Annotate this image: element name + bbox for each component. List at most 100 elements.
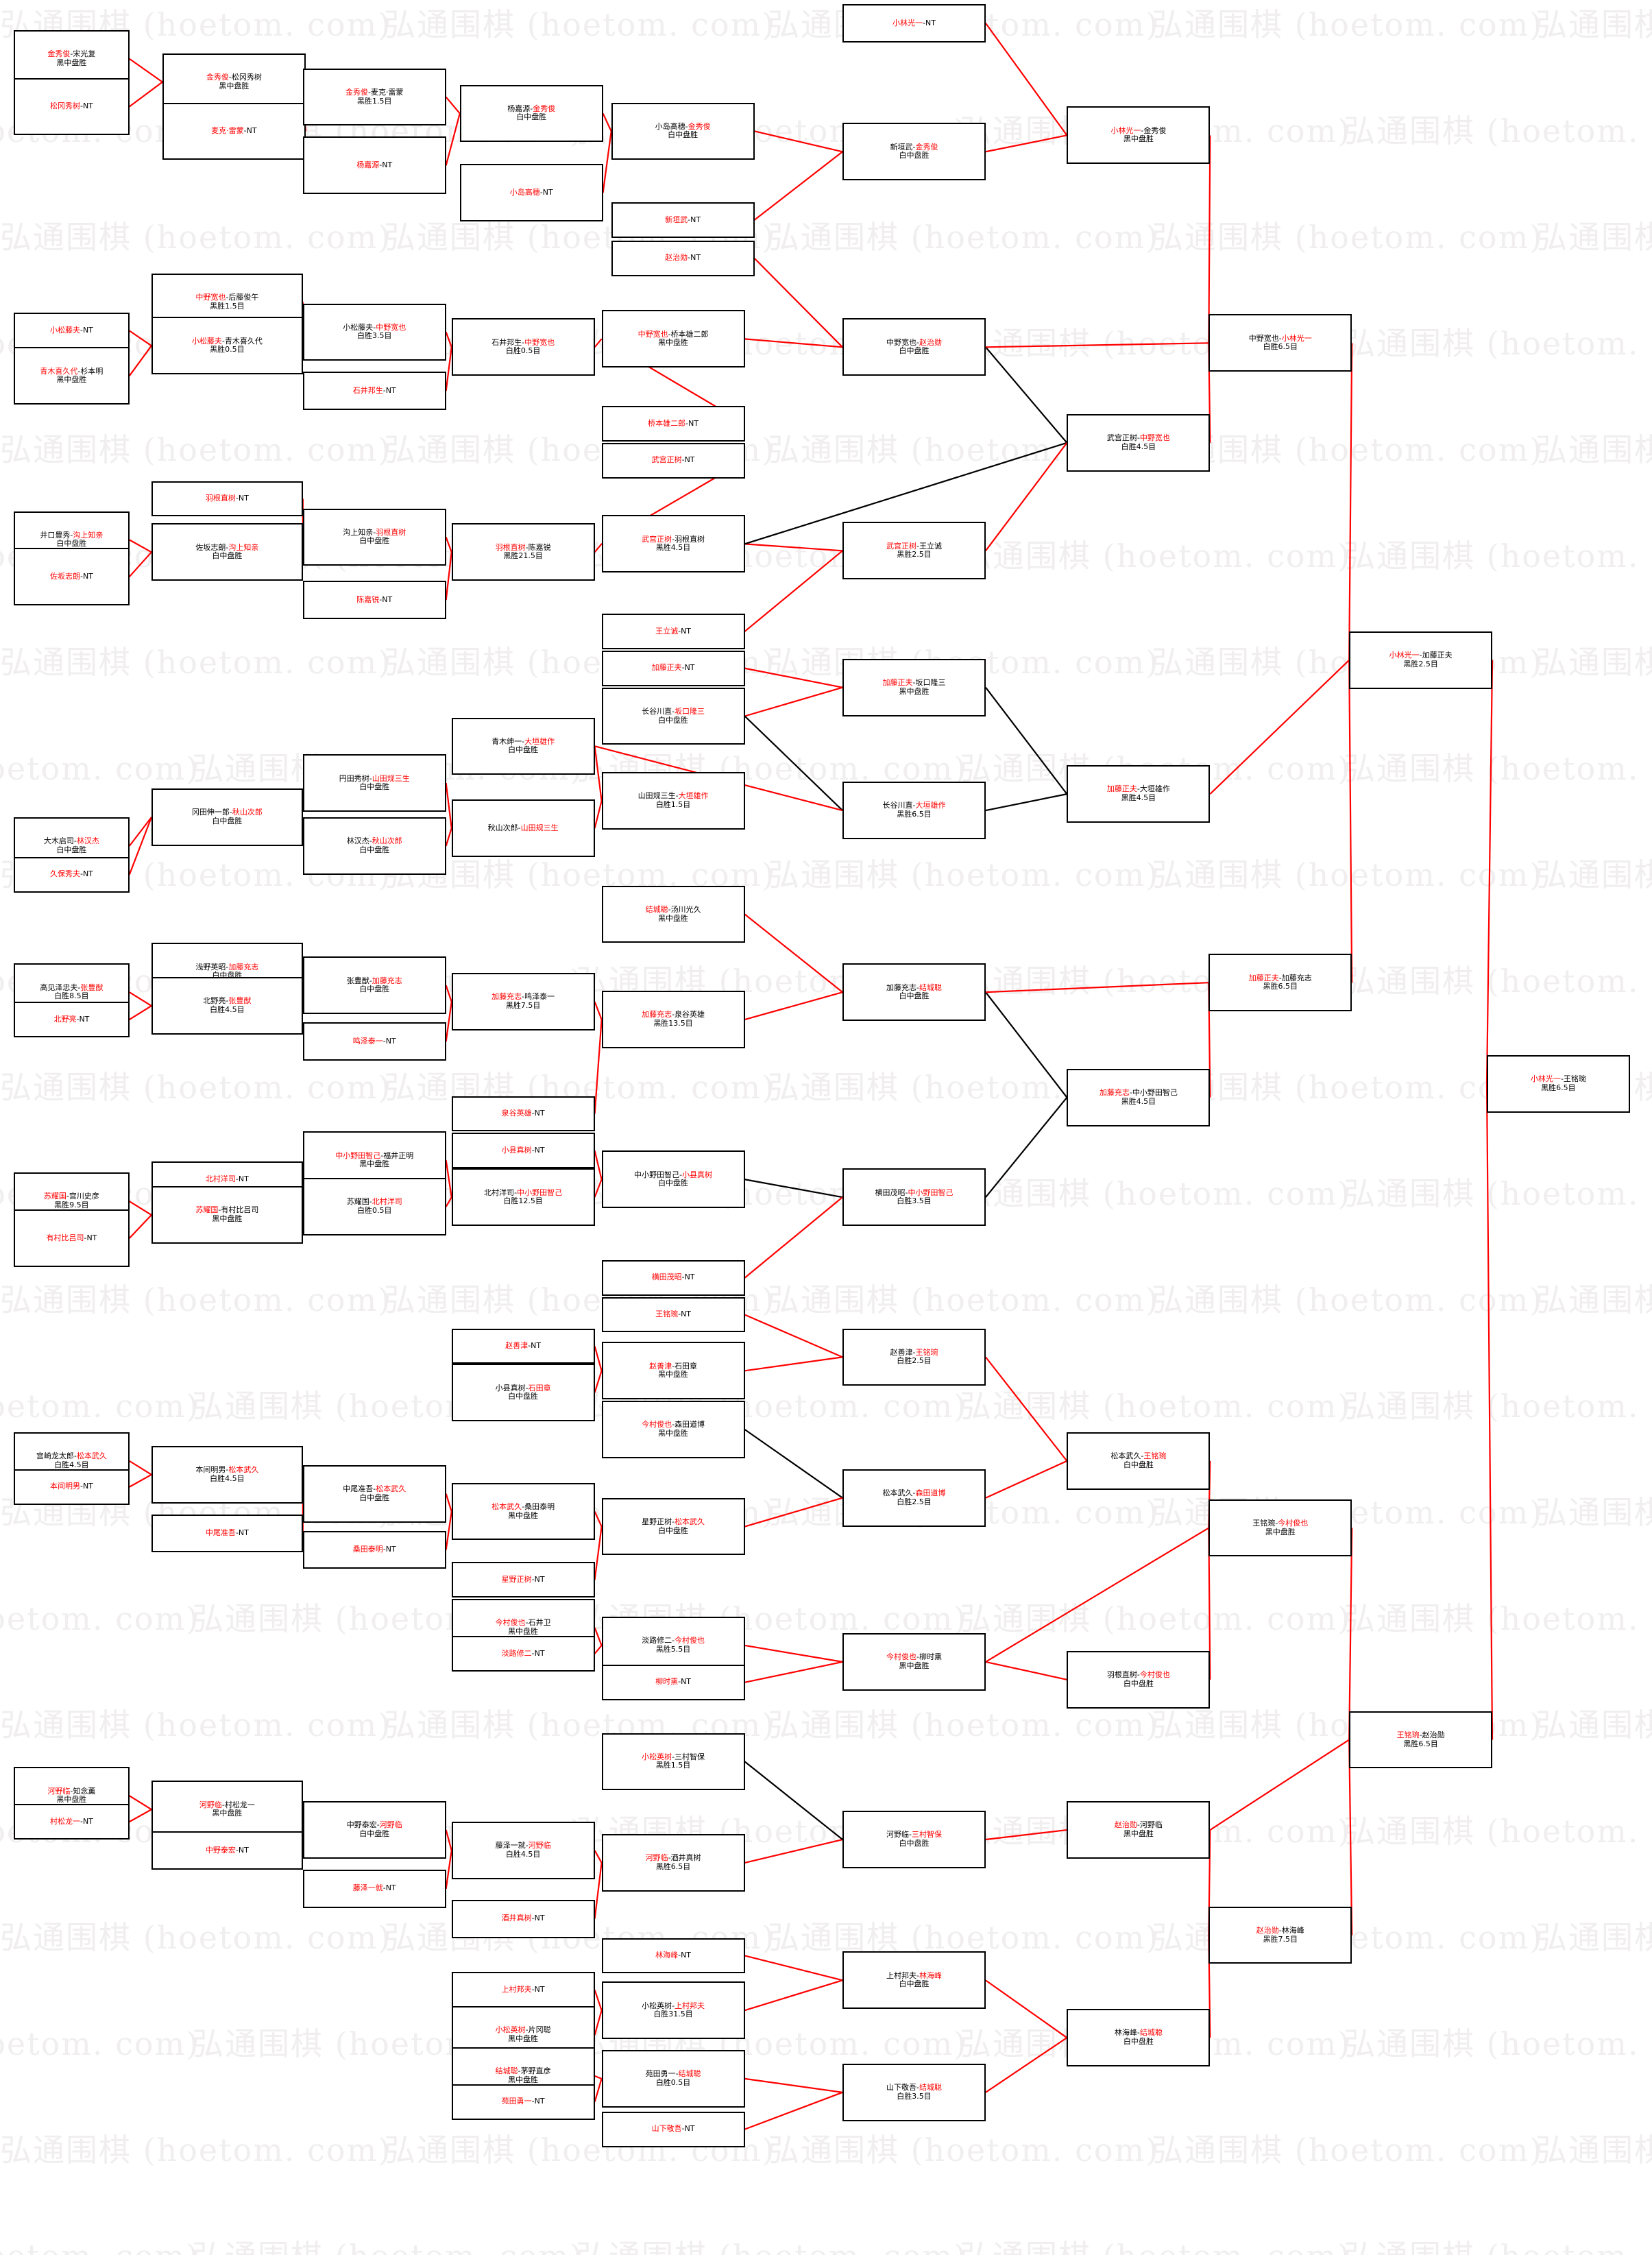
match-node[interactable]: 金秀俊-麦克·雷蒙 黑胜1.5目 bbox=[302, 68, 446, 126]
match-node[interactable]: 苑田勇一-结城聪 白胜0.5目 bbox=[601, 2050, 745, 2108]
match-node[interactable]: 小县真树-石田章 白中盘胜 bbox=[451, 1364, 595, 1422]
match-node[interactable]: 小松英树-三村智保 黑胜1.5目 bbox=[601, 1733, 745, 1791]
match-node[interactable]: 泉谷英雄-NT bbox=[451, 1096, 595, 1132]
match-node[interactable]: 石井邦生-NT bbox=[302, 372, 446, 410]
match-node[interactable]: 武宫正树-羽根直树 黑胜4.5目 bbox=[601, 515, 745, 573]
match-node[interactable]: 小林光一-金秀俊 黑中盘胜 bbox=[1067, 106, 1211, 165]
match-node[interactable]: 苏耀国-北村洋司 白胜0.5目 bbox=[302, 1178, 446, 1235]
match-node[interactable]: 青木喜久代-杉本明 黑中盘胜 bbox=[14, 347, 130, 405]
match-node[interactable]: 张豊猷-加藤充志 白中盘胜 bbox=[302, 956, 446, 1015]
match-node[interactable]: 加藤正夫-加藤充志 黑胜6.5目 bbox=[1208, 954, 1352, 1012]
match-node[interactable]: 赵治勋-河野临 黑中盘胜 bbox=[1067, 1801, 1211, 1859]
match-node[interactable]: 中野泰宏-NT bbox=[151, 1831, 303, 1870]
match-node[interactable]: 羽根直树-陈嘉锐 黑胜21.5目 bbox=[451, 523, 595, 581]
match-node[interactable]: 星野正树-NT bbox=[451, 1562, 595, 1598]
match-node[interactable]: 藤泽一就-NT bbox=[302, 1869, 446, 1908]
match-node[interactable]: 小岛高穗-金秀俊 白中盘胜 bbox=[611, 102, 755, 160]
match-node[interactable]: 武宫正树-中野宽也 白胜4.5目 bbox=[1067, 413, 1211, 472]
match-node[interactable]: 今村俊也-柳时熏 黑中盘胜 bbox=[842, 1633, 986, 1691]
match-node[interactable]: 柳时熏-NT bbox=[601, 1664, 745, 1700]
match-node[interactable]: 加藤充志-鸣泽泰一 黑胜7.5目 bbox=[451, 973, 595, 1030]
match-node[interactable]: 小松藤夫-NT bbox=[14, 313, 130, 349]
match-node[interactable]: 本间明男-松本武久 白胜4.5目 bbox=[151, 1445, 303, 1504]
match-node[interactable]: 小松藤夫-中野宽也 白胜3.5目 bbox=[302, 303, 446, 361]
match-node[interactable]: 村松龙一-NT bbox=[14, 1804, 130, 1840]
match-node[interactable]: 中野宽也-小林光一 白胜6.5目 bbox=[1208, 314, 1352, 372]
match-node[interactable]: 北村洋司-中小野田智己 白胜12.5目 bbox=[451, 1168, 595, 1227]
match-node[interactable]: 赵善津-NT bbox=[451, 1328, 595, 1364]
match-node[interactable]: 青木绅一-大垣雄作 白中盘胜 bbox=[451, 717, 595, 775]
match-node[interactable]: 小松英树-上村邦夫 白胜31.5目 bbox=[601, 1981, 745, 2040]
match-node[interactable]: 麦克·雷蒙-NT bbox=[162, 102, 306, 160]
match-node[interactable]: 松本武久-桑田泰明 黑中盘胜 bbox=[451, 1482, 595, 1541]
match-node[interactable]: 林海峰-结城聪 白中盘胜 bbox=[1067, 2009, 1211, 2066]
match-node[interactable]: 沟上知亲-羽根直树 白中盘胜 bbox=[302, 508, 446, 566]
match-node[interactable]: 酒井真树-NT bbox=[451, 1899, 595, 1938]
match-node[interactable]: 中野宽也-赵治勋 白中盘胜 bbox=[842, 318, 986, 376]
match-node[interactable]: 长谷川直-坂口隆三 白中盘胜 bbox=[601, 687, 745, 745]
match-node[interactable]: 山下敬吾-结城聪 白胜3.5目 bbox=[842, 2063, 986, 2121]
match-node[interactable]: 星野正树-松本武久 白中盘胜 bbox=[601, 1497, 745, 1556]
match-node[interactable]: 中野宽也-桥本雄二郎 黑中盘胜 bbox=[601, 310, 745, 368]
match-node[interactable]: 本间明男-NT bbox=[14, 1469, 130, 1505]
match-node[interactable]: 加藤正夫-坂口隆三 黑中盘胜 bbox=[842, 658, 986, 716]
match-node[interactable]: 松冈秀树-NT bbox=[14, 77, 130, 136]
match-node[interactable]: 石井邦生-中野宽也 白胜0.5目 bbox=[451, 318, 595, 376]
match-node[interactable]: 加藤正夫-NT bbox=[601, 650, 745, 686]
match-node[interactable]: 小林光一-NT bbox=[842, 3, 986, 43]
match-node[interactable]: 河野临-酒井真树 黑胜6.5目 bbox=[601, 1834, 745, 1892]
match-node[interactable]: 羽根直树-NT bbox=[151, 481, 303, 517]
match-node[interactable]: 円田秀树-山田规三生 白中盘胜 bbox=[302, 754, 446, 812]
match-node[interactable]: 横田茂昭-NT bbox=[601, 1259, 745, 1296]
match-node[interactable]: 久保秀夫-NT bbox=[14, 856, 130, 893]
match-node[interactable]: 山下敬吾-NT bbox=[601, 2111, 745, 2147]
match-node[interactable]: 横田茂昭-中小野田智己 白胜3.5目 bbox=[842, 1168, 986, 1227]
match-node[interactable]: 小县真树-NT bbox=[451, 1133, 595, 1169]
match-node[interactable]: 林海峰-NT bbox=[601, 1938, 745, 1974]
match-node[interactable]: 加藤充志-结城聪 白中盘胜 bbox=[842, 963, 986, 1022]
match-node[interactable]: 冈田伸一郎-秋山次郎 白中盘胜 bbox=[151, 788, 303, 846]
match-node[interactable]: 河野临-三村智保 白中盘胜 bbox=[842, 1811, 986, 1868]
match-node[interactable]: 林汉杰-秋山次郎 白中盘胜 bbox=[302, 817, 446, 875]
match-node[interactable]: 松本武久-森田道博 白胜2.5目 bbox=[842, 1469, 986, 1527]
match-node[interactable]: 北野亮-NT bbox=[14, 1002, 130, 1037]
match-node[interactable]: 小松藤夫-青木喜久代 黑胜0.5目 bbox=[151, 317, 303, 375]
match-node[interactable]: 河野临-村松龙一 黑中盘胜 bbox=[151, 1781, 303, 1839]
match-node[interactable]: 结城聪-汤川光久 黑中盘胜 bbox=[601, 885, 745, 943]
match-node[interactable]: 加藤正夫-大垣雄作 黑胜4.5目 bbox=[1067, 765, 1211, 823]
match-node[interactable]: 小林光一-王铭琬 黑胜6.5目 bbox=[1487, 1054, 1630, 1113]
match-node[interactable]: 加藤充志-泉谷英雄 黑胜13.5目 bbox=[601, 991, 745, 1048]
match-node[interactable]: 小林光一-加藤正夫 黑胜2.5目 bbox=[1349, 631, 1493, 689]
match-node[interactable]: 赵善津-石田章 黑中盘胜 bbox=[601, 1342, 745, 1400]
match-node[interactable]: 佐坂志朗-沟上知亲 白中盘胜 bbox=[151, 523, 303, 581]
match-node[interactable]: 中尾准吾-松本武久 白中盘胜 bbox=[302, 1464, 446, 1523]
match-node[interactable]: 苑田勇一-NT bbox=[451, 2084, 595, 2120]
match-node[interactable]: 武宫正树-NT bbox=[601, 442, 745, 479]
match-node[interactable]: 佐坂志朗-NT bbox=[14, 548, 130, 606]
match-node[interactable]: 新垣武-NT bbox=[611, 202, 755, 238]
match-node[interactable]: 今村俊也-森田道博 黑中盘胜 bbox=[601, 1401, 745, 1458]
match-node[interactable]: 桑田泰明-NT bbox=[302, 1530, 446, 1569]
match-node[interactable]: 陈嘉锐-NT bbox=[302, 581, 446, 619]
match-node[interactable]: 王铭琬-赵治勋 黑胜6.5目 bbox=[1349, 1711, 1493, 1769]
match-node[interactable]: 上村邦夫-林海峰 白中盘胜 bbox=[842, 1951, 986, 2010]
match-node[interactable]: 苏耀国-有村比吕司 黑中盘胜 bbox=[151, 1186, 303, 1244]
match-node[interactable]: 山田规三生-大垣雄作 白胜1.5目 bbox=[601, 772, 745, 830]
match-node[interactable]: 上村邦夫-NT bbox=[451, 1972, 595, 2008]
match-node[interactable]: 长谷川直-大垣雄作 黑胜6.5目 bbox=[842, 782, 986, 839]
match-node[interactable]: 中小野田智己-小县真树 白中盘胜 bbox=[601, 1150, 745, 1209]
match-node[interactable]: 加藤充志-中小野田智己 黑胜4.5目 bbox=[1067, 1068, 1211, 1126]
match-node[interactable]: 桥本雄二郎-NT bbox=[601, 406, 745, 442]
match-node[interactable]: 松本武久-王铭琬 白中盘胜 bbox=[1067, 1432, 1211, 1490]
match-node[interactable]: 王立诚-NT bbox=[601, 614, 745, 649]
match-node[interactable]: 藤泽一就-河野临 白胜4.5目 bbox=[451, 1822, 595, 1879]
match-node[interactable]: 中尾准吾-NT bbox=[151, 1514, 303, 1553]
match-node[interactable]: 鸣泽泰一-NT bbox=[302, 1022, 446, 1061]
match-node[interactable]: 金秀俊-松冈秀树 黑中盘胜 bbox=[162, 53, 306, 111]
match-node[interactable]: 羽根直树-今村俊也 白中盘胜 bbox=[1067, 1650, 1211, 1709]
match-node[interactable]: 淡路修二-NT bbox=[451, 1636, 595, 1672]
match-node[interactable]: 新垣武-金秀俊 白中盘胜 bbox=[842, 123, 986, 181]
match-node[interactable]: 中野泰宏-河野临 白中盘胜 bbox=[302, 1801, 446, 1859]
match-node[interactable]: 小岛高穗-NT bbox=[459, 164, 603, 221]
match-node[interactable]: 杨嘉源-NT bbox=[302, 136, 446, 195]
